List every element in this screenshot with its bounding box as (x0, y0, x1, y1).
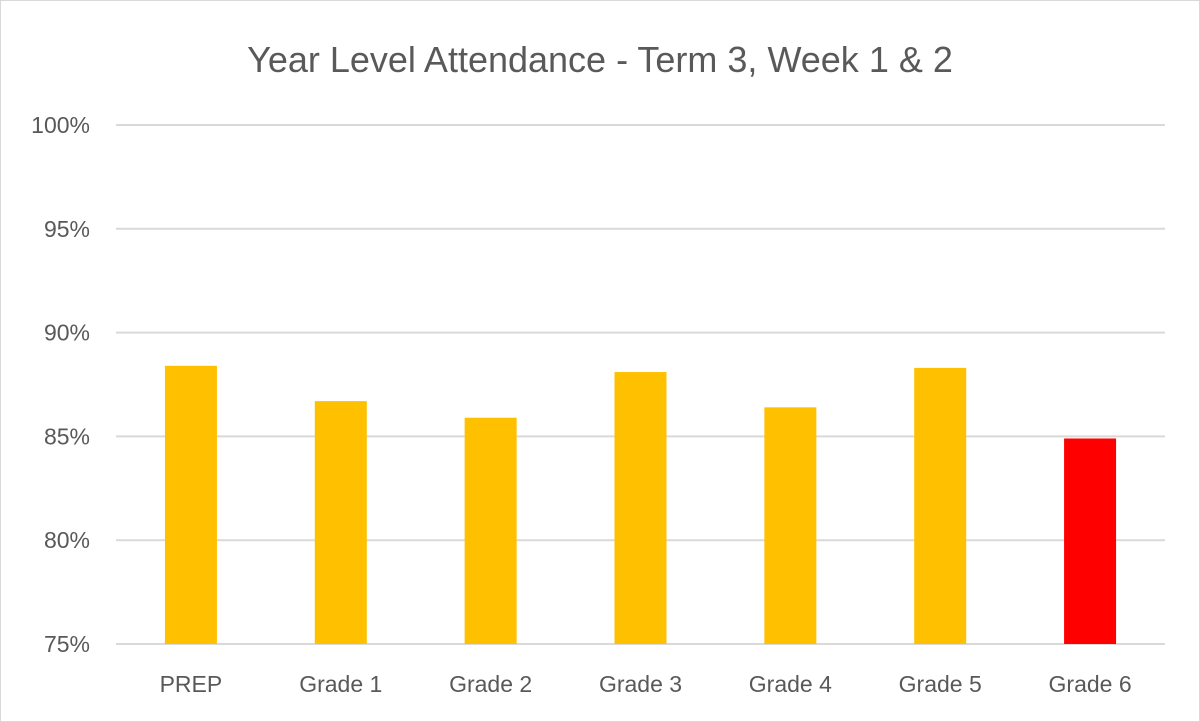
bar-grade-5 (914, 367, 967, 644)
bar-grade-1 (314, 401, 367, 644)
gridlines (116, 124, 1165, 645)
chart-title: Year Level Attendance - Term 3, Week 1 &… (247, 39, 953, 80)
y-tick-label: 90% (44, 320, 90, 346)
y-tick-label: 100% (31, 112, 90, 138)
y-tick-label: 95% (44, 216, 90, 242)
x-category-label: Grade 2 (449, 671, 532, 697)
x-axis-category-labels: PREP Grade 1 Grade 2 Grade 3 Grade 4 Grade 5 G… (160, 671, 1132, 697)
bar-grade-3 (614, 372, 667, 644)
x-category-label: Grade 1 (299, 671, 382, 697)
x-category-label: Grade 5 (899, 671, 982, 697)
bar-grade-6 (1064, 438, 1117, 644)
y-tick-label: 75% (44, 631, 90, 657)
y-tick-label: 85% (44, 423, 90, 449)
bar-grade-2 (464, 417, 517, 644)
bar-prep (164, 365, 217, 644)
y-axis-tick-labels: 75% 80% 85% 90% 95% 100% (31, 112, 90, 657)
x-category-label: Grade 4 (749, 671, 832, 697)
bar-grade-4 (764, 407, 817, 644)
x-category-label: PREP (160, 671, 223, 697)
x-category-label: Grade 6 (1049, 671, 1132, 697)
bars (164, 365, 1117, 644)
x-category-label: Grade 3 (599, 671, 682, 697)
y-tick-label: 80% (44, 527, 90, 553)
